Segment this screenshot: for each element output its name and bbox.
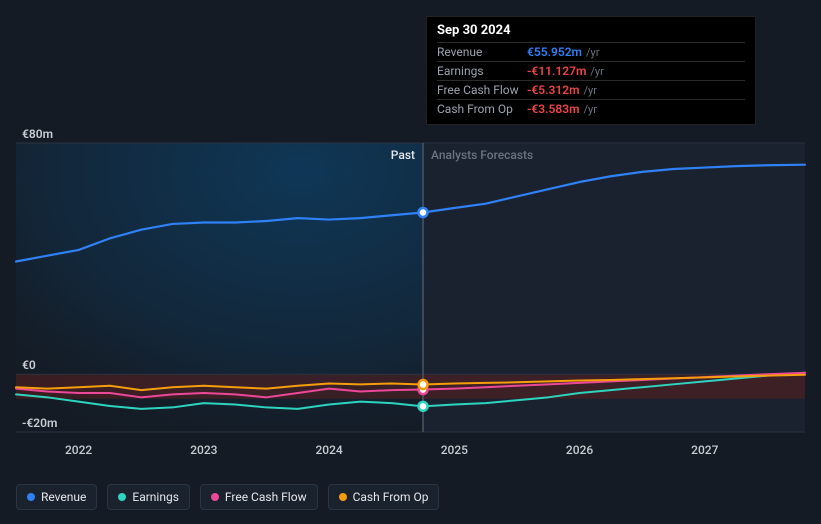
tooltip-row: Free Cash Flow-€5.312m/yr (437, 80, 745, 99)
tooltip-metric-value: -€3.583m (527, 102, 580, 116)
tooltip-row: Revenue€55.952m/yr (437, 42, 745, 61)
legend-dot-icon (211, 493, 219, 501)
legend-item-earnings[interactable]: Earnings (107, 484, 190, 510)
legend-item-revenue[interactable]: Revenue (16, 484, 97, 510)
legend-dot-icon (118, 493, 126, 501)
svg-text:€80m: €80m (22, 127, 53, 141)
legend-item-cfo[interactable]: Cash From Op (328, 484, 440, 510)
tooltip-unit: /yr (586, 46, 599, 59)
legend-dot-icon (339, 493, 347, 501)
tooltip-metric-label: Revenue (437, 45, 527, 59)
tooltip-metric-value: €55.952m (527, 45, 582, 59)
chart-legend: Revenue Earnings Free Cash Flow Cash From O… (16, 484, 439, 510)
tooltip-unit: /yr (584, 103, 597, 116)
tooltip-metric-label: Earnings (437, 64, 527, 78)
svg-text:2024: 2024 (315, 443, 342, 457)
tooltip-row: Cash From Op-€3.583m/yr (437, 99, 745, 118)
svg-text:2027: 2027 (691, 443, 718, 457)
svg-text:€0: €0 (22, 358, 36, 372)
legend-label: Revenue (41, 490, 86, 504)
tooltip-unit: /yr (584, 84, 597, 97)
tooltip-unit: /yr (590, 65, 603, 78)
legend-item-fcf[interactable]: Free Cash Flow (200, 484, 318, 510)
chart-tooltip: Sep 30 2024 Revenue€55.952m/yrEarnings-€… (426, 16, 756, 125)
svg-text:2025: 2025 (441, 443, 468, 457)
legend-label: Cash From Op (353, 490, 429, 504)
tooltip-metric-label: Free Cash Flow (437, 83, 527, 97)
svg-text:2026: 2026 (566, 443, 593, 457)
legend-dot-icon (27, 493, 35, 501)
tooltip-metric-value: -€11.127m (527, 64, 586, 78)
tooltip-date: Sep 30 2024 (437, 23, 745, 42)
svg-text:-€20m: -€20m (22, 416, 57, 430)
svg-text:Past: Past (391, 148, 415, 162)
tooltip-metric-value: -€5.312m (527, 83, 580, 97)
legend-label: Free Cash Flow (225, 490, 307, 504)
tooltip-row: Earnings-€11.127m/yr (437, 61, 745, 80)
legend-label: Earnings (132, 490, 179, 504)
svg-text:Analysts Forecasts: Analysts Forecasts (431, 148, 533, 162)
tooltip-metric-label: Cash From Op (437, 102, 527, 116)
svg-text:2022: 2022 (65, 443, 92, 457)
svg-text:2023: 2023 (190, 443, 217, 457)
